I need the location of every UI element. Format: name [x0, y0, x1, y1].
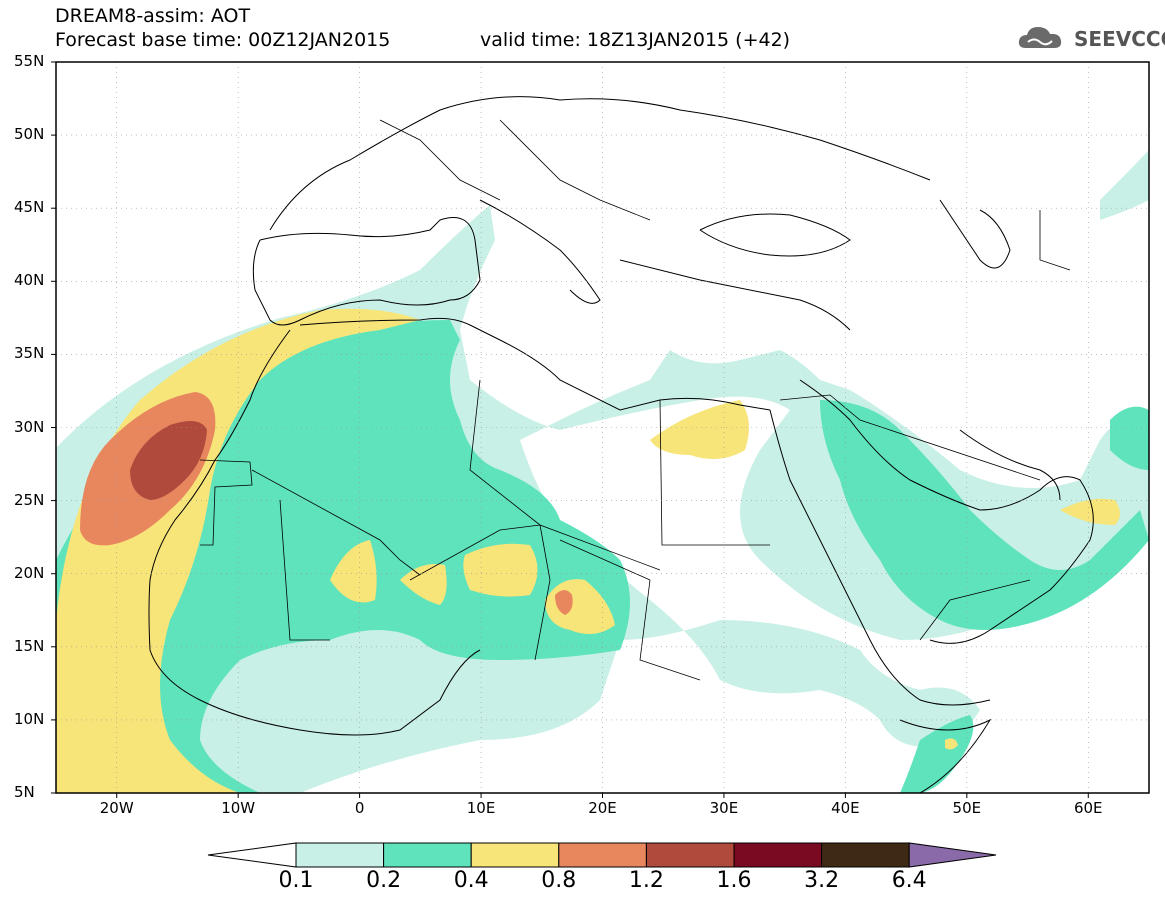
- border-egypt: [659, 399, 770, 546]
- border-sudan: [639, 579, 701, 681]
- colorbar-box: [645, 842, 735, 868]
- latitude-label: 30N: [14, 417, 45, 436]
- aot-band-0.4-somalia: [945, 738, 958, 750]
- border-europe-2: [499, 119, 651, 221]
- longitude-label: 40E: [831, 799, 860, 817]
- colorbar-box: [470, 842, 560, 868]
- latitude-label: 55N: [14, 52, 45, 70]
- aot-band-0.1-ne: [1100, 150, 1149, 220]
- colorbar-box: [733, 842, 823, 868]
- longitude-label: 0: [354, 799, 365, 817]
- latitude-label: 15N: [14, 636, 45, 655]
- colorbar-box: [558, 842, 647, 868]
- latitude-label: 50N: [14, 125, 45, 144]
- cloud-logo-icon: [1018, 27, 1062, 48]
- borders: [199, 119, 1071, 681]
- coastline-arabia: [799, 379, 1094, 644]
- border-mauritania-mali: [279, 499, 330, 641]
- latitude-label: 40N: [14, 271, 45, 290]
- colorbar-over-arrow: [908, 842, 997, 868]
- latitude-label: 25N: [14, 490, 45, 509]
- aot-band-0.2-arabia: [820, 400, 1149, 630]
- coastlines: [148, 96, 1094, 793]
- longitude-label: 10W: [221, 799, 256, 817]
- coastline-europe: [269, 96, 931, 231]
- axis-ticks: [51, 61, 1089, 798]
- aot-band-1.2: [130, 421, 207, 500]
- aot-band-0.8-chad: [555, 590, 573, 615]
- aot-band-0.2-gulf: [1110, 406, 1149, 470]
- colorbar-level-label: 0.1: [278, 868, 314, 893]
- latitude-label: 35N: [14, 344, 45, 363]
- aot-band-0.4-sahel1: [330, 540, 377, 603]
- graticule: [56, 62, 1149, 793]
- forecast-base-time: Forecast base time: 00Z12JAN2015: [55, 29, 391, 51]
- colorbar-level-label: 0.8: [541, 868, 577, 893]
- coastline-black-sea: [699, 213, 851, 257]
- aot-band-0.2-hornafrica: [900, 715, 974, 793]
- coastline-somalia: [899, 718, 992, 793]
- longitude-label: 20W: [99, 799, 134, 817]
- aot-band-0.4-egypt: [650, 400, 749, 459]
- latitude-label: 10N: [14, 709, 45, 728]
- colorbar-box: [821, 842, 910, 868]
- latitude-label: 45N: [14, 198, 45, 217]
- border-mali-niger: [409, 524, 541, 581]
- map-title: DREAM8-assim: AOT: [55, 5, 251, 27]
- border-africa-1: [199, 459, 253, 546]
- latitude-label: 5N: [14, 783, 35, 801]
- colorbar-box: [295, 842, 385, 868]
- border-europe-1: [379, 119, 501, 201]
- coastline-west-africa: [148, 329, 481, 736]
- colorbar-level-label: 0.2: [366, 868, 402, 893]
- coastline-gulf: [959, 429, 1061, 501]
- logo-text: SEEVCCC: [1074, 27, 1165, 51]
- coastline-iberia-africa: [252, 217, 481, 326]
- border-algeria-mali: [251, 469, 421, 576]
- coastline-north-africa: [299, 317, 771, 411]
- longitude-label: 30E: [709, 799, 739, 817]
- aot-band-0.4-sahel3: [463, 543, 538, 597]
- colorbar-level-label: 6.4: [891, 868, 927, 893]
- longitude-label: 20E: [588, 799, 617, 817]
- coastline-italy: [479, 199, 601, 304]
- colorbar-level-label: 0.4: [453, 868, 489, 893]
- border-yemen: [919, 579, 1031, 641]
- border-niger-chad: [534, 524, 551, 661]
- border-chad-sudan: [559, 539, 651, 581]
- colorbar: [207, 842, 997, 868]
- longitude-label: 10E: [466, 799, 496, 817]
- longitude-label: 50E: [952, 799, 982, 817]
- coastline-red-sea: [769, 409, 991, 706]
- border-iran: [1039, 210, 1071, 271]
- longitude-label: 60E: [1073, 799, 1103, 817]
- coastline-caspian: [939, 199, 1011, 269]
- coastline-greece-turkey: [619, 259, 851, 331]
- colorbar-level-label: 3.2: [804, 868, 840, 893]
- border-saudi: [779, 394, 1041, 481]
- border-libya: [469, 379, 661, 571]
- colorbar-level-label: 1.6: [716, 868, 752, 893]
- colorbar-level-label: 1.2: [628, 868, 664, 893]
- latitude-label: 20N: [14, 563, 45, 582]
- valid-time: valid time: 18Z13JAN2015 (+42): [480, 29, 791, 51]
- aot-band-0.4-oman: [1060, 498, 1120, 525]
- colorbar-box: [383, 842, 472, 868]
- aot-band-0.4-sahel2: [400, 564, 447, 605]
- colorbar-under-arrow: [207, 842, 297, 868]
